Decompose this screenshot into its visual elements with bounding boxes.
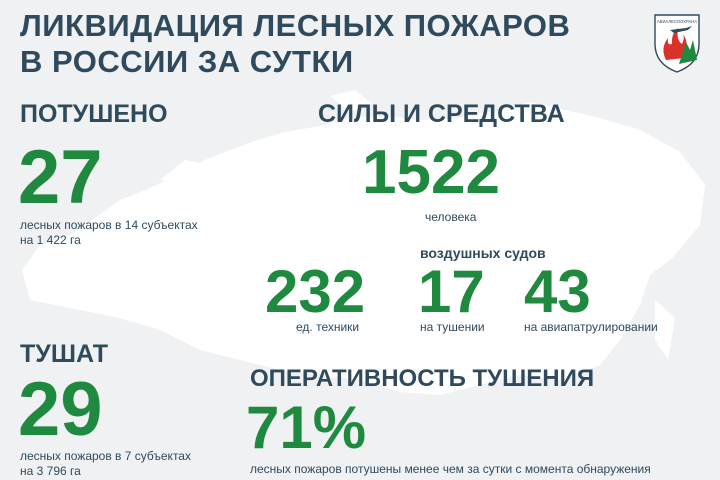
being-extinguished-heading: ТУШАТ xyxy=(20,340,109,368)
extinguished-caption-line2: на 1 422 га xyxy=(20,233,81,247)
being-extinguished-caption-line1: лесных пожаров в 7 субъектах xyxy=(20,449,191,463)
logo-lettering: АВИАЛЕСООХРАНА xyxy=(657,19,697,24)
extinguished-count: 27 xyxy=(18,135,103,220)
being-extinguished-caption-line2: на 3 796 га xyxy=(20,464,81,478)
equipment-caption: ед. техники xyxy=(296,320,360,334)
aircraft-heading: воздушных судов xyxy=(420,245,546,261)
extinguished-heading: ПОТУШЕНО xyxy=(20,100,168,128)
being-extinguished-count: 29 xyxy=(18,367,103,452)
aircraft-firefighting-count: 17 xyxy=(418,258,485,325)
aircraft-patrol-caption: на авиапатрулировании xyxy=(524,320,658,334)
aircraft-patrol-count: 43 xyxy=(524,258,591,325)
extinguished-caption-line1: лесных пожаров в 14 субъектах xyxy=(20,218,198,232)
page-title: ЛИКВИДАЦИЯ ЛЕСНЫХ ПОЖАРОВ В РОССИИ ЗА СУ… xyxy=(20,8,571,79)
avialesookhrana-logo-icon: АВИАЛЕСООХРАНА xyxy=(654,14,700,73)
efficiency-heading: ОПЕРАТИВНОСТЬ ТУШЕНИЯ xyxy=(250,365,595,392)
efficiency-caption: лесных пожаров потушены менее чем за сут… xyxy=(250,462,651,476)
people-count: 1522 xyxy=(362,138,500,207)
forces-heading: СИЛЫ И СРЕДСТВА xyxy=(318,100,565,128)
equipment-count: 232 xyxy=(265,258,366,325)
efficiency-percent: 71% xyxy=(246,394,367,461)
people-caption: человека xyxy=(425,210,477,224)
aircraft-firefighting-caption: на тушении xyxy=(420,320,485,334)
